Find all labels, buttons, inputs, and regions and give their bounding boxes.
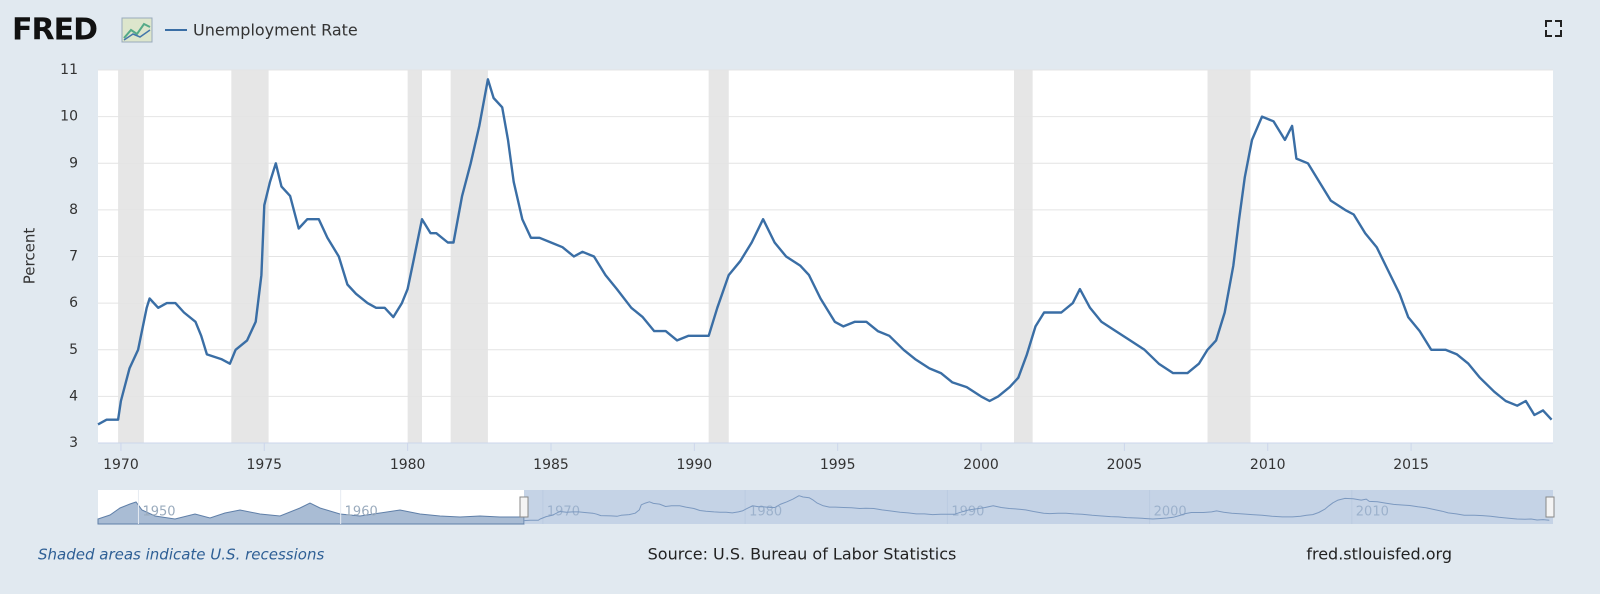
x-tick-label: 1970 [103, 457, 139, 473]
site-link[interactable]: fred.stlouisfed.org [1306, 545, 1452, 564]
y-tick-label: 11 [60, 62, 78, 78]
navigator-tick-label: 1960 [345, 505, 378, 520]
y-tick-label: 6 [69, 295, 78, 311]
x-tick-label: 1985 [533, 457, 569, 473]
navigator-selection[interactable] [524, 490, 1553, 524]
y-tick-label: 5 [69, 342, 78, 358]
fullscreen-button[interactable] [1545, 20, 1562, 37]
navigator-handle[interactable] [1545, 496, 1555, 518]
source: Source: U.S. Bureau of Labor Statistics [648, 545, 957, 564]
y-tick-label: 9 [69, 155, 78, 171]
y-axis-label: Percent [21, 228, 39, 285]
navigator-history [97, 501, 525, 525]
series-line [97, 78, 1553, 426]
x-tick-label: 1995 [820, 457, 856, 473]
y-tick-label: 8 [69, 202, 78, 218]
x-tick-label: 1990 [677, 457, 713, 473]
y-tick-label: 10 [60, 109, 78, 125]
y-tick-label: 7 [69, 249, 78, 265]
y-tick-label: 4 [69, 388, 78, 404]
x-tick-label: 2010 [1250, 457, 1286, 473]
navigator-handle[interactable] [519, 496, 529, 518]
x-tick-label: 1980 [390, 457, 426, 473]
x-tick-label: 2015 [1393, 457, 1429, 473]
navigator-tick-label: 1950 [142, 505, 175, 520]
y-tick-label: 3 [69, 435, 78, 451]
x-tick-label: 1975 [246, 457, 282, 473]
legend-label[interactable]: Unemployment Rate [193, 21, 358, 40]
logo-icon [121, 17, 153, 43]
x-tick-label: 2000 [963, 457, 999, 473]
logo: FRED [12, 13, 97, 48]
recession-note: Shaded areas indicate U.S. recessions [38, 546, 324, 564]
x-tick-label: 2005 [1107, 457, 1143, 473]
